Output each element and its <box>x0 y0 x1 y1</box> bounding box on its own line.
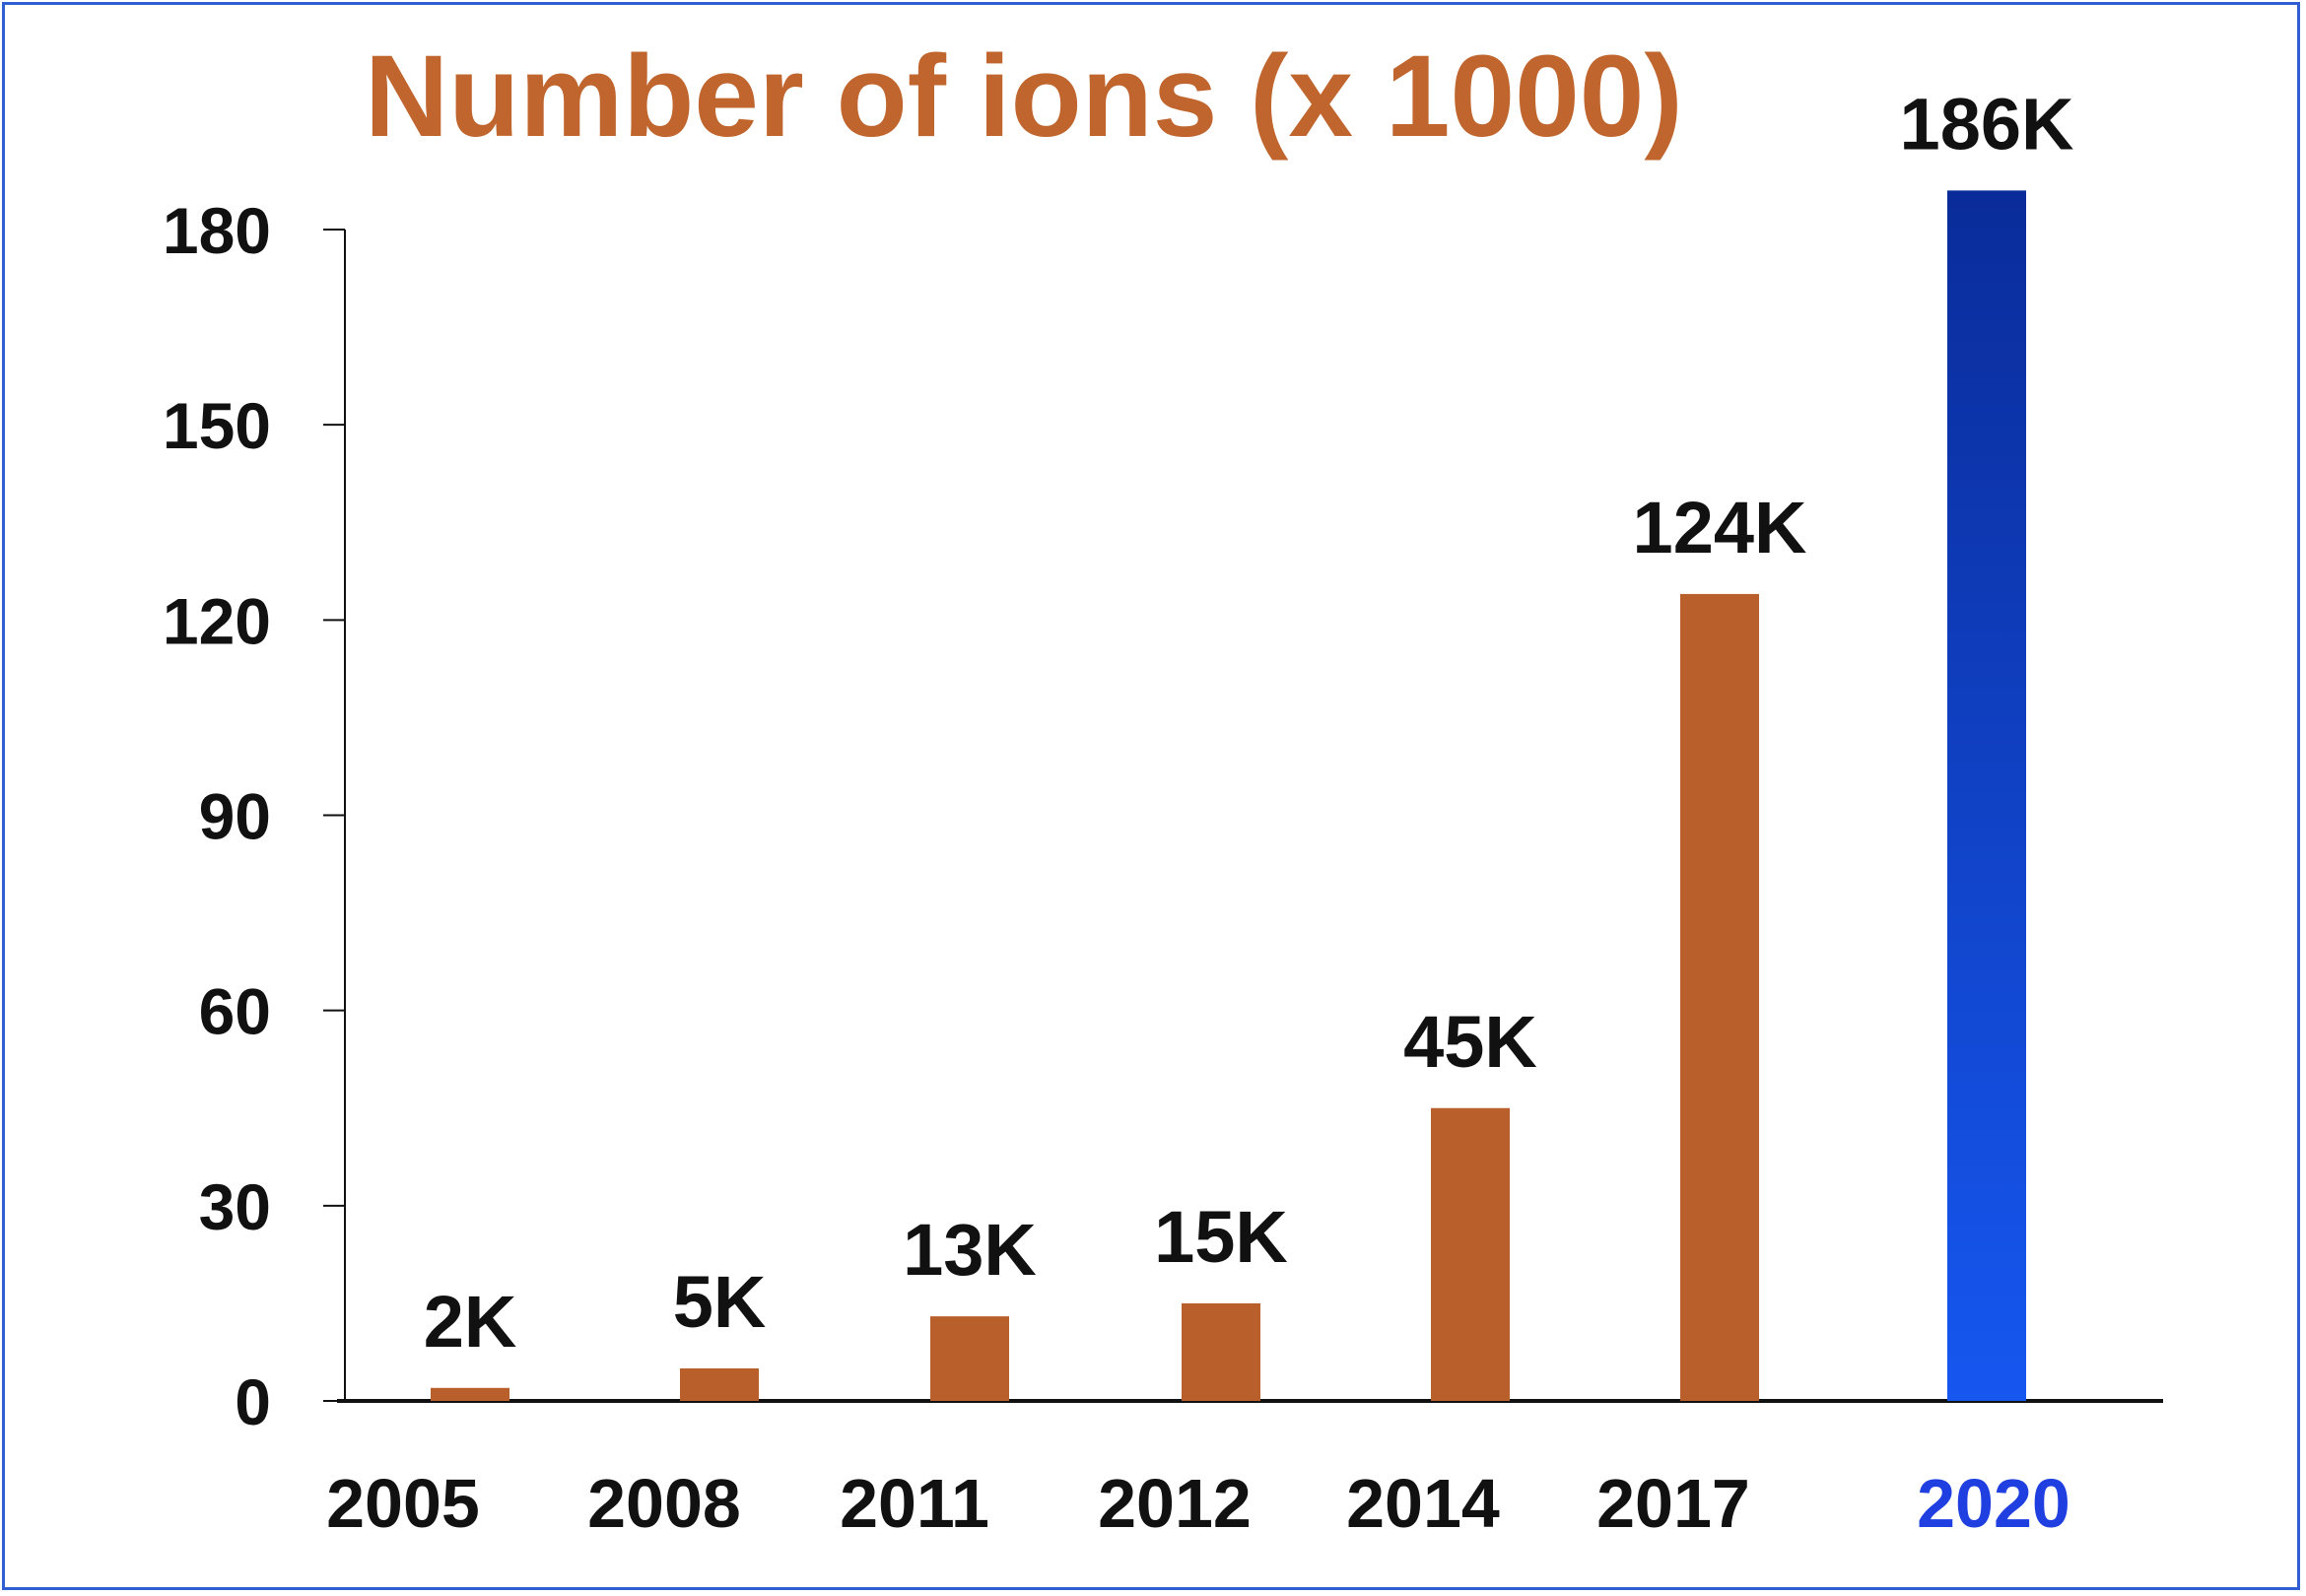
bar-2012 <box>1182 1302 1260 1401</box>
data-label-2012: 15K <box>1154 1196 1288 1278</box>
data-label-2008: 5K <box>673 1261 767 1343</box>
x-tick-label-2020: 2020 <box>1917 1465 2070 1542</box>
y-tick-label: 120 <box>163 584 271 657</box>
data-label-2011: 13K <box>903 1209 1037 1291</box>
data-label-2014: 45K <box>1403 1001 1537 1083</box>
y-tick-label: 150 <box>163 389 271 462</box>
x-tick-label-2017: 2017 <box>1596 1465 1750 1542</box>
data-label-2005: 2K <box>424 1281 517 1363</box>
y-tick-label: 90 <box>199 780 271 853</box>
x-tick-label-2008: 2008 <box>587 1465 741 1542</box>
y-tick-labels: 0 30 60 90 120 150 180 <box>163 194 271 1438</box>
x-tick-label-2011: 2011 <box>840 1465 989 1542</box>
x-tick-labels: 2005 2008 2011 2012 2014 2017 2020 <box>326 1465 2070 1542</box>
y-tick-label: 180 <box>163 194 271 267</box>
y-tick-label: 30 <box>199 1170 271 1243</box>
bar-2005 <box>431 1387 509 1401</box>
bar-2014 <box>1431 1107 1510 1401</box>
bar-2020 <box>1947 190 2026 1401</box>
data-labels: 2K 5K 13K 15K 45K 124K 186K <box>424 83 2074 1362</box>
bar-2011 <box>930 1316 1009 1401</box>
x-tick-label-2012: 2012 <box>1098 1465 1252 1542</box>
y-tick-label: 0 <box>235 1365 271 1438</box>
chart-title: Number of ions (x 1000) <box>365 32 1683 162</box>
data-label-2017: 124K <box>1633 487 1807 568</box>
bar-2017 <box>1680 593 1759 1401</box>
x-tick-label-2005: 2005 <box>326 1465 480 1542</box>
bars <box>431 190 2026 1401</box>
x-tick-label-2014: 2014 <box>1346 1465 1500 1542</box>
y-tick-label: 60 <box>199 975 271 1048</box>
data-label-2020: 186K <box>1900 83 2074 165</box>
bar-2008 <box>680 1367 759 1401</box>
